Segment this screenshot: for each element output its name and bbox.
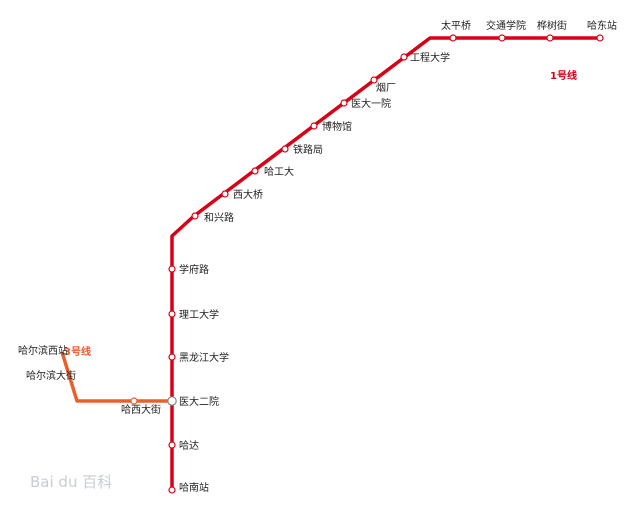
station-hananzhan[interactable]: 哈南站 <box>168 481 209 494</box>
baidu-watermark-logo: Bai du 百科 <box>30 473 112 491</box>
station-heilongjiangdaxue[interactable]: 黑龙江大学 <box>168 351 229 364</box>
station-hagongda[interactable]: 哈工大 <box>251 165 294 178</box>
svg-text:学府路: 学府路 <box>179 263 209 276</box>
svg-text:黑龙江大学: 黑龙江大学 <box>179 351 229 364</box>
svg-text:西大桥: 西大桥 <box>233 188 263 201</box>
svg-text:哈尔滨大街: 哈尔滨大街 <box>26 369 76 382</box>
station-hadongzhan[interactable]: 哈东站 <box>587 19 617 42</box>
station-yanchang[interactable]: 烟厂 <box>370 76 396 94</box>
station-huashujie[interactable]: 桦树街 <box>537 19 567 42</box>
station-yidaeryuan-interchange[interactable]: 医大二院 <box>167 395 219 408</box>
station-haerbindajie[interactable]: 哈尔滨大街 <box>26 369 76 382</box>
station-tieluju[interactable]: 铁路局 <box>281 143 323 156</box>
svg-text:哈东站: 哈东站 <box>587 19 617 32</box>
station-taipingqiao[interactable]: 太平桥 <box>441 19 471 42</box>
line-1-name: 1号线 <box>550 69 577 82</box>
station-haerbinxizhan[interactable]: 哈尔滨西站 <box>18 344 68 357</box>
svg-text:哈西大街: 哈西大街 <box>121 403 161 416</box>
station-haxidajie[interactable]: 哈西大街 <box>121 397 161 416</box>
line-3-track <box>60 351 172 403</box>
svg-text:交通学院: 交通学院 <box>486 19 526 32</box>
svg-text:哈尔滨西站: 哈尔滨西站 <box>18 344 68 357</box>
station-hada[interactable]: 哈达 <box>168 439 199 452</box>
svg-text:博物馆: 博物馆 <box>322 120 352 133</box>
station-yidayiyuan[interactable]: 医大一院 <box>340 97 391 110</box>
svg-text:理工大学: 理工大学 <box>179 308 219 321</box>
station-ligongdaxue[interactable]: 理工大学 <box>168 308 219 321</box>
station-hexinglu[interactable]: 和兴路 <box>191 211 234 224</box>
svg-text:桦树街: 桦树街 <box>537 19 567 32</box>
station-bowuguan[interactable]: 博物馆 <box>310 120 352 133</box>
station-jiaotongxueyuan[interactable]: 交通学院 <box>486 19 526 42</box>
svg-text:哈工大: 哈工大 <box>264 165 294 178</box>
svg-text:太平桥: 太平桥 <box>441 19 471 32</box>
svg-text:哈南站: 哈南站 <box>179 481 209 494</box>
svg-text:工程大学: 工程大学 <box>410 51 450 64</box>
svg-text:铁路局: 铁路局 <box>293 143 323 156</box>
line-3-name: 3号线 <box>64 345 91 358</box>
svg-text:烟厂: 烟厂 <box>376 81 396 94</box>
station-xidaqiao[interactable]: 西大桥 <box>221 188 263 201</box>
station-xuefulu[interactable]: 学府路 <box>168 263 209 276</box>
station-gongchengdaxue[interactable]: 工程大学 <box>400 51 450 64</box>
svg-text:医大二院: 医大二院 <box>179 395 219 408</box>
svg-text:和兴路: 和兴路 <box>204 211 234 224</box>
svg-text:Bai du 百科: Bai du 百科 <box>30 473 112 491</box>
svg-text:哈达: 哈达 <box>179 439 199 452</box>
svg-text:医大一院: 医大一院 <box>351 97 391 110</box>
